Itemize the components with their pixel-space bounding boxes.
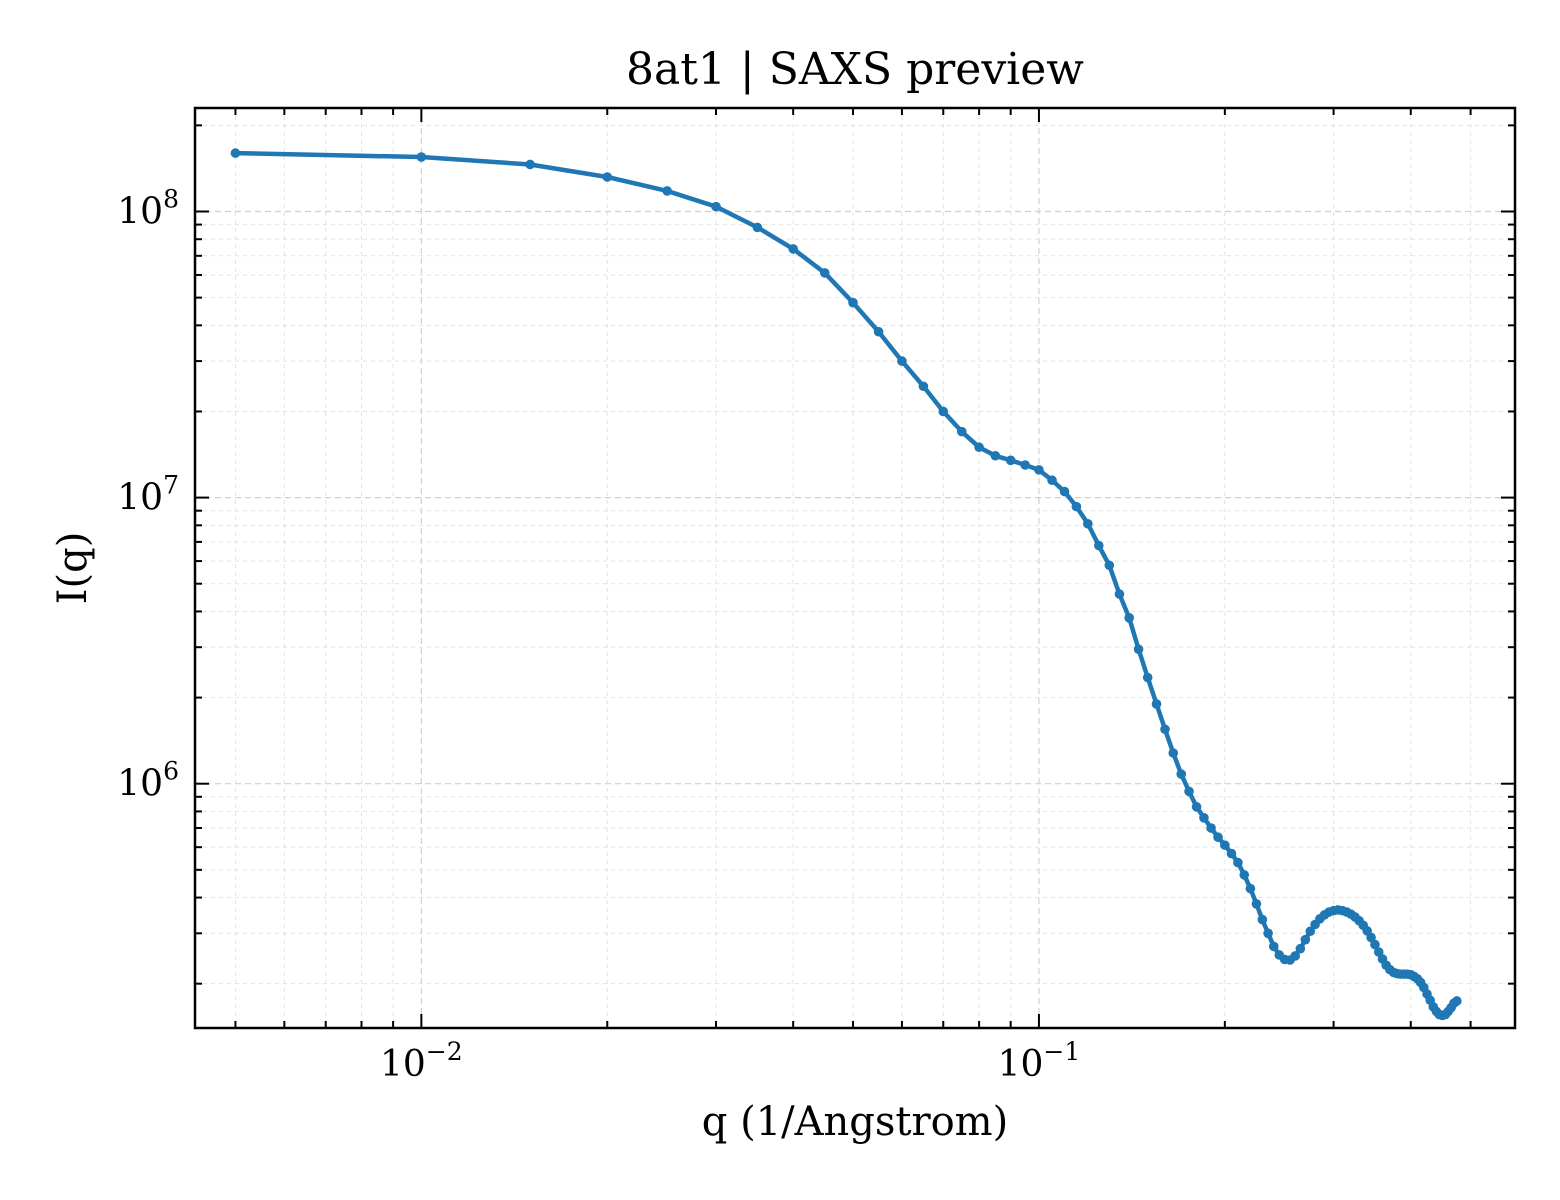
data-point [711,201,721,212]
y-tick-exponent: 8 [163,184,179,213]
data-point [1226,848,1237,859]
chart-title: 8at1 | SAXS preview [626,44,1084,95]
data-point [1245,883,1256,894]
x-tick-exponent: −1 [1043,1037,1080,1066]
y-tick-base: 10 [117,191,163,232]
data-point [1093,540,1104,551]
data-point [1083,518,1093,529]
data-point [752,222,763,233]
data-point [1168,748,1179,758]
data-point [990,450,1001,461]
data-point [1300,934,1311,945]
data-point [897,356,907,366]
data-point [974,442,984,453]
y-tick-exponent: 7 [163,471,179,500]
data-point [1366,932,1376,943]
y-tick-label: 107 [117,471,179,519]
data-point [1020,460,1030,470]
data-point [1005,455,1016,466]
y-tick-label: 108 [117,184,179,232]
data-point [1071,501,1082,512]
x-axis-label: q (1/Angstrom) [702,1099,1008,1145]
data-point [525,159,535,170]
data-point [819,268,830,278]
data-point [1263,928,1273,939]
y-tick-exponent: 6 [163,757,179,786]
x-tick-label: 10−1 [998,1037,1081,1085]
data-point [230,148,241,158]
data-point [1160,724,1170,735]
data-point [1176,769,1187,779]
data-point [938,406,949,417]
data-point [956,426,967,437]
data-point [1290,951,1301,961]
x-tick-base: 10 [998,1044,1044,1085]
data-point [1370,939,1380,950]
data-point [873,326,884,337]
data-point [1233,857,1243,868]
data-point [918,381,929,392]
data-point [1114,589,1125,599]
data-point [1305,926,1316,937]
x-tick-exponent: −2 [426,1037,463,1066]
data-point [1199,813,1209,823]
data-point [1191,802,1202,812]
data-point [1295,943,1306,954]
data-point [602,172,613,182]
x-tick-label: 10−2 [380,1037,463,1085]
data-point [788,244,798,254]
data-point [1206,823,1216,833]
data-point [1213,832,1223,843]
x-tick-base: 10 [380,1044,426,1085]
data-point [1142,672,1153,683]
data-point [1047,475,1057,486]
x-tick-labels: 10−2 10−1 [380,1037,1080,1085]
data-point [1251,899,1262,909]
data-point [1059,486,1070,497]
data-point [1133,644,1144,655]
y-axis-label: I(q) [50,532,96,605]
data-point [1034,465,1044,475]
data-point [1239,870,1250,880]
data-point [1184,786,1194,797]
data-point [1268,941,1279,952]
data-point [1220,840,1230,850]
data-point [1151,699,1162,709]
data-point [1104,560,1115,571]
series-layer [230,148,1462,1021]
plot-frame [193,106,1517,1030]
y-tick-label: 106 [117,757,179,805]
data-point [1257,914,1268,925]
data-point [1124,613,1134,623]
data-point [416,152,427,162]
y-tick-base: 10 [117,764,163,805]
data-point [662,186,672,196]
y-tick-base: 10 [117,478,163,519]
data-point [1452,996,1462,1006]
data-point [848,297,858,308]
grid-lines [195,108,1515,1028]
